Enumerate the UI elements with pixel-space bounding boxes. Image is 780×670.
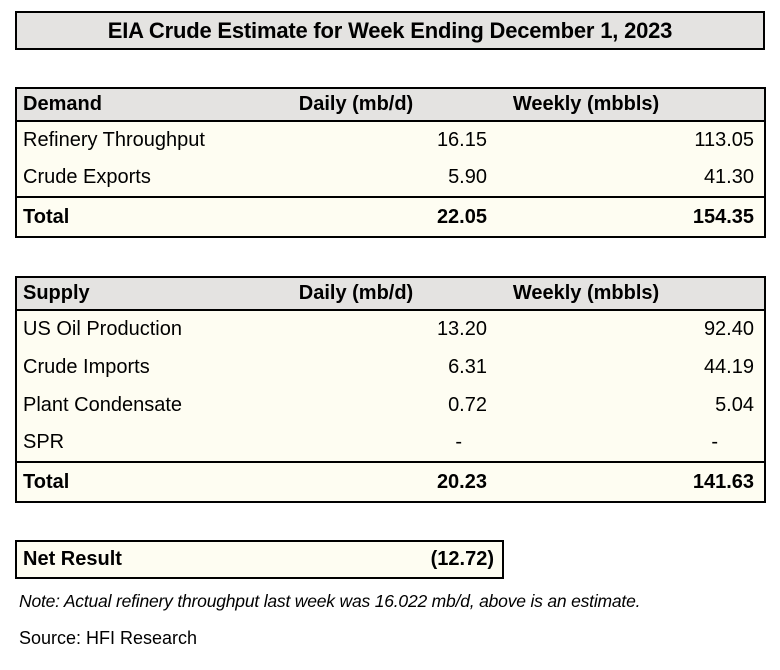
supply-daily-column-header: Daily (mb/d) [216,277,496,311]
demand-section-header: Demand [16,88,216,122]
table-row-refinery-throughput: Refinery Throughput 16.15 113.05 [16,121,765,159]
daily-value: 16.15 [436,129,487,151]
note-text: Note: Actual refinery throughput last we… [19,591,641,611]
weekly-value: 41.30 [703,166,754,188]
demand-weekly-column-header: Weekly (mbbls) [496,88,765,122]
total-label: Total [16,196,216,237]
table-row-crude-imports: Crude Imports 6.31 44.19 [16,348,765,386]
row-label: Crude Imports [23,355,150,378]
weekly-value: 92.40 [703,318,754,340]
row-label: US Oil Production [23,318,182,340]
daily-value: 13.20 [436,318,487,340]
demand-header-row: Demand Daily (mb/d) Weekly (mbbls) [16,88,765,122]
daily-value: - [455,431,462,453]
row-label: Plant Condensate [23,393,183,416]
total-daily-value: 20.23 [216,461,496,502]
row-label: Crude Exports [23,166,151,188]
daily-value: 5.90 [448,166,487,188]
total-label: Total [16,461,216,502]
title-banner: EIA Crude Estimate for Week Ending Decem… [15,11,765,50]
daily-value: 0.72 [448,393,487,416]
daily-value: 6.31 [448,355,487,378]
total-weekly-value: 141.63 [496,461,765,502]
net-result-label: Net Result [23,548,122,570]
table-row-us-oil-production: US Oil Production 13.20 92.40 [16,310,765,348]
table-row-plant-condensate: Plant Condensate 0.72 5.04 [16,386,765,424]
source-text: Source: HFI Research [19,628,198,648]
total-weekly-value: 154.35 [496,196,765,237]
demand-table: Demand Daily (mb/d) Weekly (mbbls) Refin… [15,87,766,238]
net-result-value: (12.72) [430,548,494,570]
page-title: EIA Crude Estimate for Week Ending Decem… [107,17,673,43]
supply-header-row: Supply Daily (mb/d) Weekly (mbbls) [16,277,765,311]
supply-table: Supply Daily (mb/d) Weekly (mbbls) US Oi… [15,276,766,503]
row-label: Refinery Throughput [23,129,205,151]
weekly-value: 5.04 [715,393,754,416]
row-label: SPR [23,431,65,453]
weekly-value: 113.05 [694,129,754,151]
supply-section-header: Supply [16,277,216,311]
weekly-value: 44.19 [703,355,754,378]
total-daily-value: 22.05 [216,196,496,237]
demand-total-row: Total 22.05 154.35 [16,196,765,237]
supply-weekly-column-header: Weekly (mbbls) [496,277,765,311]
demand-daily-column-header: Daily (mb/d) [216,88,496,122]
table-row-spr: SPR - - [16,424,765,462]
supply-total-row: Total 20.23 141.63 [16,461,765,502]
net-result-box: Net Result (12.72) [15,540,504,579]
table-row-crude-exports: Crude Exports 5.90 41.30 [16,159,765,197]
weekly-value: - [711,431,718,453]
